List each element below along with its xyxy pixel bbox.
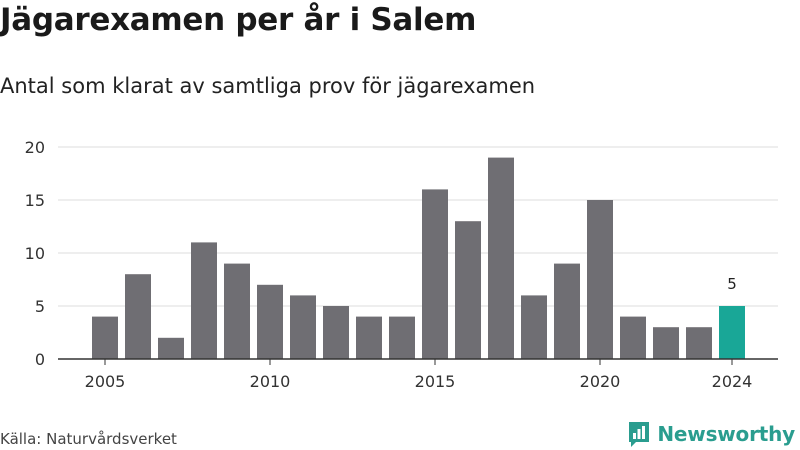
bar — [587, 200, 613, 359]
y-tick-label: 5 — [35, 297, 45, 316]
x-tick-label: 2010 — [250, 372, 291, 391]
y-tick-label: 10 — [25, 244, 45, 263]
bar — [422, 189, 448, 359]
bar — [191, 242, 217, 359]
brand-name: Newsworthy — [657, 422, 795, 446]
chart-subtitle: Antal som klarat av samtliga prov för jä… — [0, 74, 536, 98]
bar — [389, 316, 415, 359]
bar — [92, 316, 118, 359]
bar — [455, 221, 481, 359]
x-tick-label: 2005 — [85, 372, 126, 391]
x-tick-label: 2020 — [580, 372, 621, 391]
y-tick-label: 15 — [25, 191, 45, 210]
bar — [125, 274, 151, 359]
bar-chart: 0 5 10 15 20 5 2005 2010 2015 2020 2024 — [25, 138, 778, 391]
data-label: 5 — [727, 275, 737, 293]
newsworthy-logo-icon — [629, 422, 650, 447]
bar — [290, 295, 316, 359]
bar — [488, 157, 514, 359]
bar — [224, 263, 250, 359]
bar — [323, 306, 349, 359]
bar — [158, 337, 184, 359]
source-note: Källa: Naturvårdsverket — [0, 430, 177, 448]
bar — [653, 327, 679, 359]
chart-title: Jägarexamen per år i Salem — [0, 2, 477, 38]
bar — [719, 306, 745, 359]
bar — [554, 263, 580, 359]
x-tick-label: 2015 — [415, 372, 456, 391]
bar — [356, 316, 382, 359]
y-tick-label: 20 — [25, 138, 45, 157]
bar — [257, 284, 283, 359]
bar — [620, 316, 646, 359]
bar — [686, 327, 712, 359]
x-tick-label: 2024 — [712, 372, 753, 391]
brand-logo[interactable]: Newsworthy — [627, 420, 795, 448]
y-tick-label: 0 — [35, 350, 45, 369]
bar — [521, 295, 547, 359]
